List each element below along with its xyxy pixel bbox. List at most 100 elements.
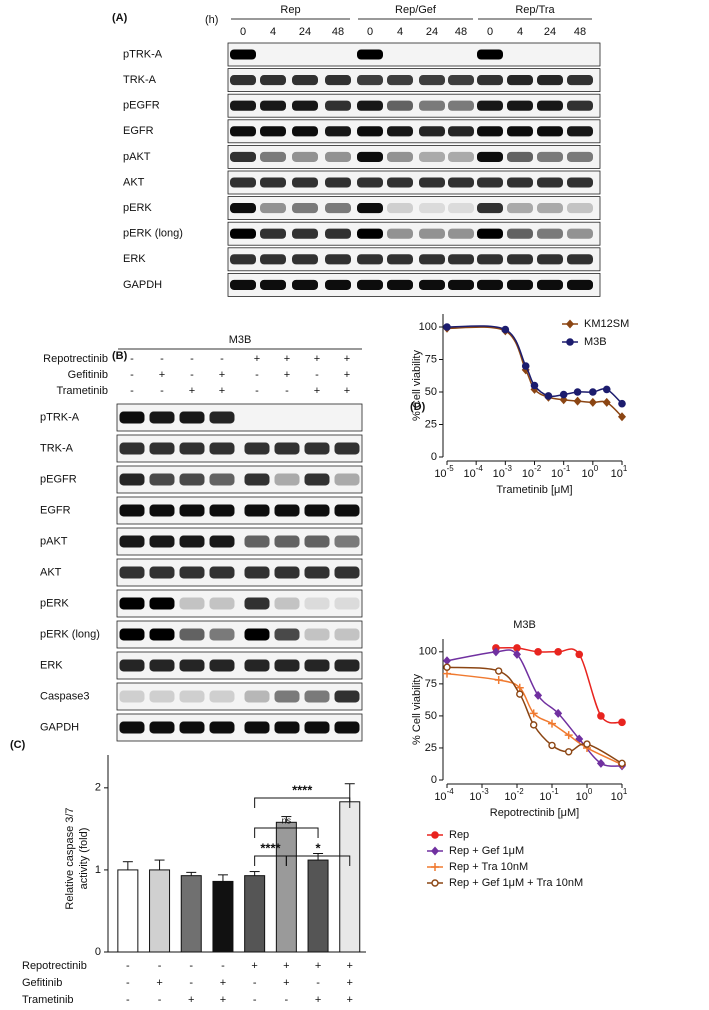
blot-label: TRK-A [123, 74, 157, 86]
band [149, 659, 175, 672]
band [567, 151, 593, 162]
x-axis-label: Repotrectinib [μM] [490, 807, 579, 819]
x-tick-exponent: 0 [588, 787, 593, 796]
point [443, 323, 451, 331]
x-tick-label: 101 [611, 464, 628, 480]
band [119, 535, 145, 548]
y-tick-label: 0 [95, 946, 101, 958]
panel-label: (B) [112, 350, 128, 362]
band [292, 75, 318, 86]
x-tick-label: 10-5 [434, 464, 454, 480]
band [230, 100, 256, 111]
bar [117, 869, 139, 953]
blot-label: EGFR [40, 504, 71, 516]
point [491, 647, 500, 657]
blot-frame [227, 170, 601, 195]
point [443, 669, 451, 678]
band [419, 254, 445, 265]
x-tick-base: 10 [576, 791, 588, 803]
band [567, 203, 593, 214]
x-tick-exponent: -3 [505, 464, 513, 473]
timepoint: 4 [517, 26, 523, 38]
band [292, 203, 318, 214]
band [334, 690, 360, 703]
band [325, 254, 351, 265]
band [244, 721, 270, 734]
band [179, 535, 205, 548]
blot-frame [227, 221, 601, 246]
sign: - [253, 977, 257, 989]
band [537, 177, 563, 188]
sign: - [315, 369, 319, 381]
band [179, 690, 205, 703]
band [260, 49, 286, 59]
band [230, 254, 256, 265]
y-tick-label: 50 [425, 386, 437, 398]
band [325, 151, 351, 162]
x-tick-label: 10-2 [522, 464, 542, 480]
panel-label: (D) [410, 401, 426, 413]
band [325, 228, 351, 239]
bar [244, 875, 266, 953]
band [507, 228, 533, 239]
sign: + [254, 353, 260, 365]
legend-label: Rep + Gef 1μM + Tra 10nM [449, 877, 583, 889]
band [567, 75, 593, 86]
band [334, 473, 360, 486]
band [448, 203, 474, 214]
sign: - [190, 369, 194, 381]
sign: + [159, 369, 165, 381]
band [275, 412, 300, 424]
blot-label: pERK (long) [40, 628, 100, 640]
band [230, 75, 256, 86]
point [602, 397, 611, 407]
blot-label: pAKT [40, 535, 68, 547]
timepoint: 24 [299, 26, 311, 38]
point [596, 758, 605, 768]
band [274, 690, 300, 703]
band [477, 49, 503, 60]
band [119, 690, 145, 703]
band [387, 254, 413, 265]
sign: - [316, 977, 320, 989]
band [448, 279, 474, 290]
point [548, 741, 556, 750]
point [583, 740, 591, 748]
band [149, 566, 175, 579]
band [260, 177, 286, 188]
treatment-label: Repotrectinib [43, 353, 108, 365]
bar [307, 859, 329, 953]
band [387, 100, 413, 111]
x-tick-label: 100 [581, 464, 598, 480]
sign: - [130, 353, 134, 365]
band [325, 203, 351, 214]
band [334, 721, 360, 734]
x-tick-label: 10-1 [551, 464, 571, 480]
sign: - [189, 977, 193, 989]
sign: - [126, 960, 130, 972]
band [387, 203, 413, 214]
band [448, 49, 474, 59]
point [513, 644, 521, 652]
band [419, 151, 445, 162]
timepoint: 0 [367, 26, 373, 38]
sign: + [314, 353, 320, 365]
blot-label: pERK [123, 202, 152, 214]
band [209, 628, 235, 641]
band [274, 442, 300, 455]
band [209, 535, 235, 548]
sign: + [189, 385, 195, 397]
band [260, 100, 286, 111]
x-tick-base: 10 [551, 468, 563, 480]
blot-label: ERK [123, 253, 146, 265]
band [419, 228, 445, 239]
point [602, 385, 611, 394]
legend-label: Rep [449, 829, 469, 841]
blot-frame [227, 119, 601, 144]
band [567, 49, 593, 59]
blot-label: pEGFR [40, 473, 77, 485]
y-tick-label: 75 [425, 353, 437, 365]
significance-label: ns [282, 815, 292, 825]
blot-label: EGFR [123, 125, 154, 137]
band [244, 628, 270, 641]
